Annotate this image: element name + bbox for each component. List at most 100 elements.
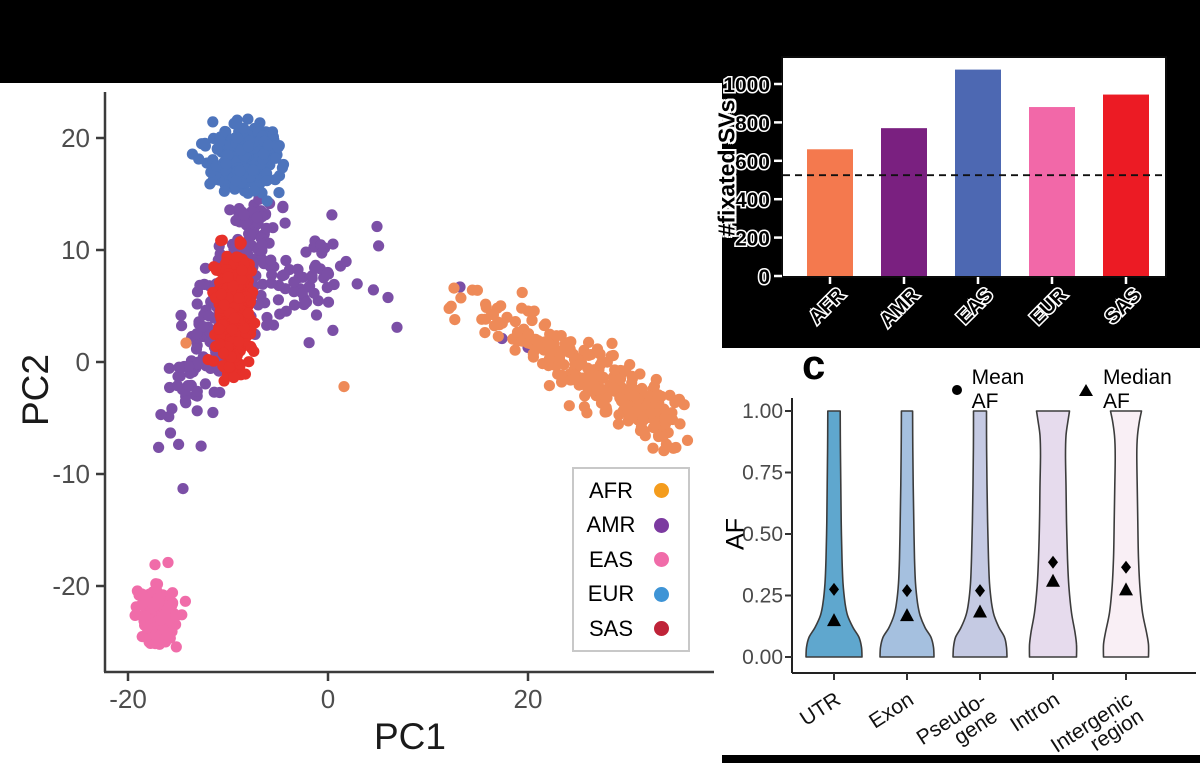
- panel-a-y-tick-label: -20: [52, 571, 90, 601]
- pca-point-AMR: [327, 324, 339, 336]
- pca-point-AMR: [322, 296, 335, 308]
- pca-point-AFR: [562, 337, 575, 349]
- pca-point-AMR: [163, 362, 175, 374]
- pca-point-AMR: [251, 211, 263, 224]
- mean-marker: [975, 584, 985, 598]
- pca-point-AMR: [300, 246, 312, 258]
- legend-item-eas: EAS: [574, 547, 688, 573]
- pca-point-AFR: [582, 349, 595, 361]
- pca-point-EUR: [207, 116, 219, 128]
- pca-point-AFR: [622, 404, 635, 417]
- pca-point-AMR: [194, 279, 206, 291]
- pca-point-SAS: [231, 251, 243, 263]
- population-legend: AFR AMR EAS EUR SAS: [572, 467, 690, 652]
- pca-point-AFR: [543, 380, 556, 392]
- pca-point-EUR: [261, 195, 273, 207]
- pca-point-AMR: [191, 328, 203, 340]
- pca-point-AFR: [626, 370, 638, 382]
- legend-label-eur: EUR: [587, 581, 635, 606]
- pca-point-AMR: [340, 255, 352, 268]
- pca-point-AMR: [280, 254, 292, 267]
- median-marker: [900, 608, 914, 622]
- pca-point-AFR: [563, 400, 575, 412]
- pca-point-AMR: [316, 247, 328, 259]
- panel-c-letter: c: [802, 341, 826, 388]
- pca-point-EUR: [231, 132, 243, 144]
- pca-point-AMR: [373, 240, 385, 252]
- pca-point-AMR: [199, 262, 211, 274]
- pca-point-EAS: [149, 559, 161, 571]
- fixated-svs-axis-label: #fixated SVs: [713, 99, 740, 237]
- pca-point-SAS: [242, 307, 254, 319]
- panel-b-x-tick-label: EUR: [1026, 284, 1072, 330]
- pca-point-AMR: [238, 209, 250, 221]
- pca-point-AMR: [265, 254, 277, 266]
- mean-marker: [1121, 560, 1131, 574]
- pca-point-AMR: [367, 284, 379, 296]
- pca-point-AFR: [542, 337, 554, 350]
- pca-point-AMR: [303, 337, 315, 349]
- pca-point-AMR: [199, 378, 211, 390]
- pca-point-AMR: [195, 440, 207, 452]
- violin-pseudogene: [952, 410, 1008, 658]
- panel-a-y-tick-label: -10: [52, 459, 90, 489]
- pca-point-EAS: [136, 588, 148, 600]
- pca-point-EUR: [247, 164, 259, 176]
- pca-point-AMR: [173, 438, 185, 450]
- panel-c-y-tick-label: 0.00: [742, 646, 783, 669]
- pca-point-EUR: [273, 187, 285, 199]
- panel-b-y-tick-label: 200: [735, 228, 770, 251]
- median-af-label: Median AF: [1102, 366, 1172, 413]
- pca-point-AFR: [666, 413, 679, 426]
- pca-point-AFR: [522, 328, 535, 340]
- pca-point-SAS: [228, 312, 241, 324]
- pca-point-EUR: [262, 139, 274, 151]
- pca-point-AMR: [164, 427, 177, 439]
- pca-point-AMR: [224, 204, 236, 216]
- pca-point-EUR: [234, 165, 246, 177]
- pca-point-AMR: [273, 279, 285, 292]
- bar-amr: [881, 128, 927, 276]
- pca-point-EUR: [193, 153, 205, 165]
- pca-point-EUR: [276, 162, 288, 174]
- pca-point-SAS: [215, 288, 227, 300]
- pca-point-EAS: [141, 622, 153, 634]
- median-marker: [1046, 573, 1060, 587]
- pca-point-AFR: [530, 343, 542, 355]
- pca-point-AFR: [552, 368, 564, 380]
- pca-point-AFR: [631, 403, 643, 415]
- mean-marker: [1048, 555, 1058, 569]
- mean-marker: [829, 582, 839, 596]
- pca-point-AFR: [594, 348, 606, 360]
- legend-label-afr: AFR: [589, 477, 633, 503]
- pca-point-AFR: [681, 434, 694, 446]
- legend-label-sas: SAS: [588, 615, 634, 641]
- panel-b-y-tick-label: 400: [735, 189, 770, 212]
- pca-point-AFR: [569, 373, 581, 385]
- legend-item-amr: AMR: [574, 512, 688, 538]
- median-marker: [827, 613, 841, 627]
- pca-point-AMR: [176, 320, 188, 332]
- pca-point-AFR: [628, 390, 640, 402]
- pca-point-SAS: [243, 356, 255, 368]
- pca-point-AMR: [351, 278, 363, 290]
- median-marker: [973, 604, 987, 618]
- median-triangle-icon: [1078, 384, 1093, 396]
- pca-point-EUR: [272, 141, 284, 153]
- bar-eas: [955, 69, 1001, 276]
- pca-point-AMR: [382, 291, 394, 304]
- panel-a-x-tick-label: -20: [109, 684, 147, 714]
- pca-point-AFR: [495, 300, 507, 312]
- pca-point-AFR: [670, 441, 682, 454]
- median-marker: [1119, 582, 1133, 596]
- pca-point-EAS: [162, 630, 174, 642]
- pca-point-AFR: [563, 346, 575, 358]
- pca-point-SAS: [213, 323, 225, 335]
- pca-point-EAS: [136, 631, 148, 643]
- pca-point-EAS: [170, 641, 182, 653]
- pca-point-SAS: [236, 273, 248, 285]
- violin-utr: [805, 410, 863, 658]
- pca-point-AFR: [543, 353, 555, 365]
- pca-point-SAS: [236, 264, 248, 276]
